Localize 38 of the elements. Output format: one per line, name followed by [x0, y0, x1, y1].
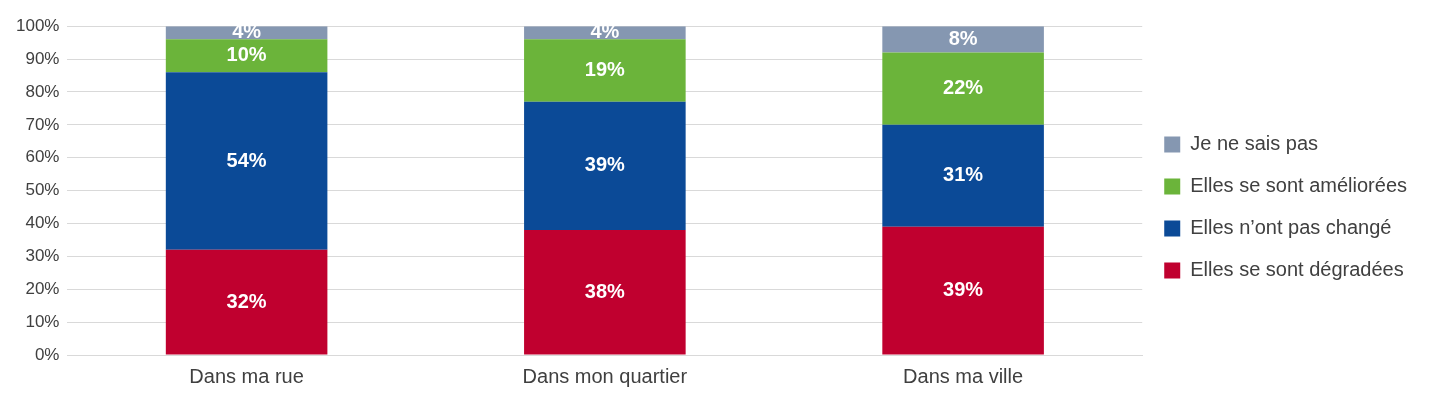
y-tick-label: 80%	[25, 81, 60, 101]
y-tick-label: 70%	[25, 114, 60, 134]
data-label: 22%	[943, 76, 984, 99]
y-tick-label: 40%	[25, 213, 60, 233]
bar	[882, 226, 1044, 355]
bar	[165, 72, 328, 250]
y-tick-label: 20%	[25, 278, 60, 298]
data-label: 8%	[948, 26, 978, 49]
bar	[882, 26, 1044, 53]
data-label: 54%	[226, 148, 267, 171]
x-tick-label: Dans mon quartier	[522, 364, 688, 387]
y-tick-label: 10%	[25, 311, 60, 331]
y-tick-label: 50%	[25, 180, 60, 200]
bar	[882, 124, 1044, 227]
data-label: 38%	[584, 279, 626, 302]
data-label: 10%	[226, 43, 267, 66]
x-tick-label: Dans ma rue	[189, 364, 304, 387]
y-tick-label: 60%	[25, 147, 60, 167]
x-tick-label: Dans ma ville	[903, 364, 1024, 387]
data-label: 39%	[584, 153, 626, 176]
y-tick-label: 90%	[25, 48, 60, 68]
bar	[882, 52, 1044, 125]
data-label: 31%	[943, 163, 984, 186]
data-label: 19%	[584, 58, 626, 81]
data-label: 39%	[943, 278, 984, 301]
legend-label: Elles n’ont pas changé	[1190, 216, 1392, 239]
legend-label: Elles se sont améliorées	[1190, 174, 1408, 197]
bar	[165, 249, 328, 355]
bar	[524, 101, 686, 231]
legend-label: Je ne sais pas	[1190, 132, 1319, 155]
y-tick-label: 30%	[25, 246, 60, 266]
y-tick-label: 100%	[16, 15, 60, 35]
bar	[524, 39, 686, 102]
bar	[165, 39, 328, 73]
legend-label: Elles se sont dégradées	[1190, 258, 1404, 281]
data-label: 32%	[226, 289, 267, 312]
y-tick-label: 0%	[34, 344, 60, 364]
bar	[524, 230, 686, 355]
